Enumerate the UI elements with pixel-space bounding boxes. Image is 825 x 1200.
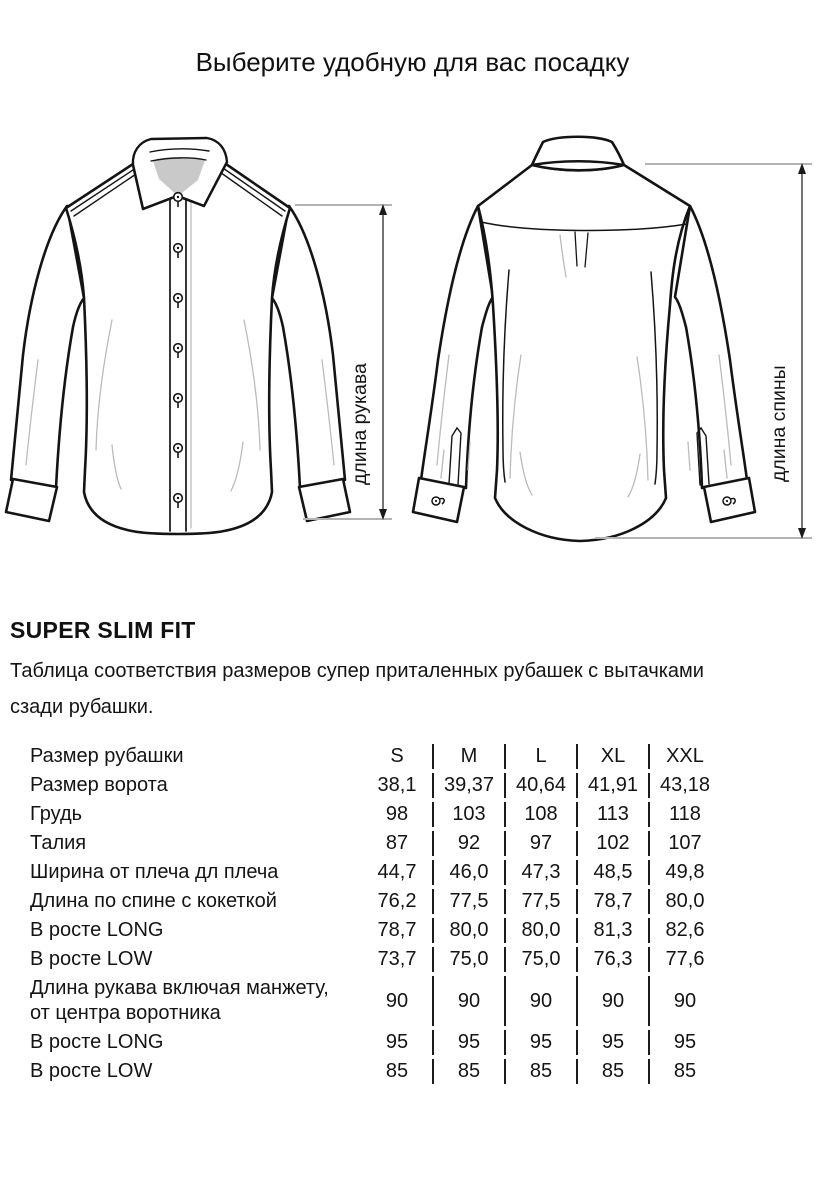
size-value-cell: 80,0	[648, 889, 720, 914]
size-value-cell: 90	[504, 976, 576, 1026]
size-value-cell: 90	[432, 976, 504, 1026]
row-label: Размер ворота	[30, 774, 168, 796]
table-row: Грудь 98 103 108 113 118	[28, 802, 720, 827]
size-value-cell: 43,18	[648, 773, 720, 798]
size-value-cell: 49,8	[648, 860, 720, 885]
size-value-cell: 108	[504, 802, 576, 827]
size-table: Размер рубашки S M L XL XXL Размер ворота 38…	[28, 740, 720, 1088]
size-value-cell: 77,5	[504, 889, 576, 914]
size-value-cell: 103	[432, 802, 504, 827]
row-label: В росте LONG	[30, 919, 164, 941]
size-value-cell: 95	[648, 1030, 720, 1055]
size-value-cell: 80,0	[432, 918, 504, 943]
size-value-cell: 85	[504, 1059, 576, 1084]
size-value-cell: 40,64	[504, 773, 576, 798]
row-label: Ширина от плеча дл плеча	[30, 861, 279, 883]
size-value-cell: S	[390, 745, 404, 767]
table-row: В росте LONG 95 95 95 95 95	[28, 1030, 720, 1055]
table-row: Размер ворота 38,1 39,37 40,64 41,91 43,18	[28, 773, 720, 798]
size-value-cell: 107	[648, 831, 720, 856]
size-value-cell: 82,6	[648, 918, 720, 943]
table-row: Длина рукава включая манжету, от центра …	[28, 976, 720, 1026]
size-value-cell: 90	[576, 976, 648, 1026]
size-value-cell: 47,3	[504, 860, 576, 885]
size-value-cell: 46,0	[432, 860, 504, 885]
table-row: В росте LOW 85 85 85 85 85	[28, 1059, 720, 1084]
size-value-cell: 41,91	[576, 773, 648, 798]
table-row: Размер рубашки S M L XL XXL	[28, 744, 720, 769]
size-value-cell: 85	[385, 1060, 409, 1082]
size-value-cell: 77,6	[648, 947, 720, 972]
size-value-cell: 102	[576, 831, 648, 856]
size-value-cell: 95	[385, 1031, 409, 1053]
table-row: Длина по спине с кокеткой 76,2 77,5 77,5 78…	[28, 889, 720, 914]
size-value-cell: 95	[432, 1030, 504, 1055]
shirt-front-drawing	[4, 136, 352, 536]
section-description: Таблица соответствия размеров супер прит…	[10, 660, 704, 718]
size-value-cell: L	[504, 744, 576, 769]
size-value-cell: 44,7	[377, 861, 417, 883]
size-value-cell: 77,5	[432, 889, 504, 914]
shirt-back-drawing	[411, 135, 757, 543]
row-label: Размер рубашки	[30, 745, 184, 767]
size-value-cell: 85	[576, 1059, 648, 1084]
size-value-cell: 76,2	[377, 890, 417, 912]
size-value-cell: 98	[385, 803, 409, 825]
size-value-cell: 48,5	[576, 860, 648, 885]
size-value-cell: 78,7	[576, 889, 648, 914]
row-label: Грудь	[30, 803, 83, 825]
size-value-cell: 78,7	[377, 919, 417, 941]
size-value-cell: 39,37	[432, 773, 504, 798]
size-value-cell: 95	[576, 1030, 648, 1055]
row-label: В росте LOW	[30, 948, 153, 970]
size-value-cell: 75,0	[504, 947, 576, 972]
table-row: В росте LOW 73,7 75,0 75,0 76,3 77,6	[28, 947, 720, 972]
size-value-cell: 38,1	[377, 774, 417, 796]
size-value-cell: 90	[648, 976, 720, 1026]
table-row: В росте LONG 78,7 80,0 80,0 81,3 82,6	[28, 918, 720, 943]
size-value-cell: 81,3	[576, 918, 648, 943]
row-label: Длина по спине с кокеткой	[30, 890, 277, 912]
row-label: В росте LONG	[30, 1031, 164, 1053]
size-value-cell: 113	[576, 802, 648, 827]
sleeve-length-label: длина рукава	[349, 363, 371, 485]
size-value-cell: XXL	[648, 744, 720, 769]
size-value-cell: 85	[648, 1059, 720, 1084]
size-table-body: Размер рубашки S M L XL XXL Размер ворота 38…	[28, 744, 720, 1084]
front-buttons	[172, 191, 184, 508]
size-value-cell: 97	[504, 831, 576, 856]
page-title: Выберите удобную для вас посадку	[195, 47, 630, 77]
sleeve-length-dimension: длина рукава	[295, 204, 392, 520]
size-value-cell: 95	[504, 1030, 576, 1055]
shirt-diagrams: длина рукава	[4, 135, 812, 543]
row-label: Талия	[30, 832, 87, 854]
table-row: Ширина от плеча дл плеча 44,7 46,0 47,3 48,…	[28, 860, 720, 885]
back-length-dimension: длина спины	[595, 163, 812, 539]
size-value-cell: 73,7	[377, 948, 417, 970]
size-value-cell: M	[432, 744, 504, 769]
section-heading: SUPER SLIM FIT	[10, 617, 196, 643]
size-value-cell: 76,3	[576, 947, 648, 972]
size-value-cell: 80,0	[504, 918, 576, 943]
row-label: Длина рукава включая манжету, от центра …	[30, 977, 329, 1024]
size-value-cell: 90	[385, 989, 409, 1012]
back-length-label: длина спины	[768, 365, 790, 482]
size-value-cell: 85	[432, 1059, 504, 1084]
size-value-cell: 92	[432, 831, 504, 856]
size-value-cell: 118	[648, 802, 720, 827]
size-value-cell: 75,0	[432, 947, 504, 972]
size-value-cell: XL	[576, 744, 648, 769]
size-value-cell: 87	[385, 832, 409, 854]
table-row: Талия 87 92 97 102 107	[28, 831, 720, 856]
row-label: В росте LOW	[30, 1060, 153, 1082]
